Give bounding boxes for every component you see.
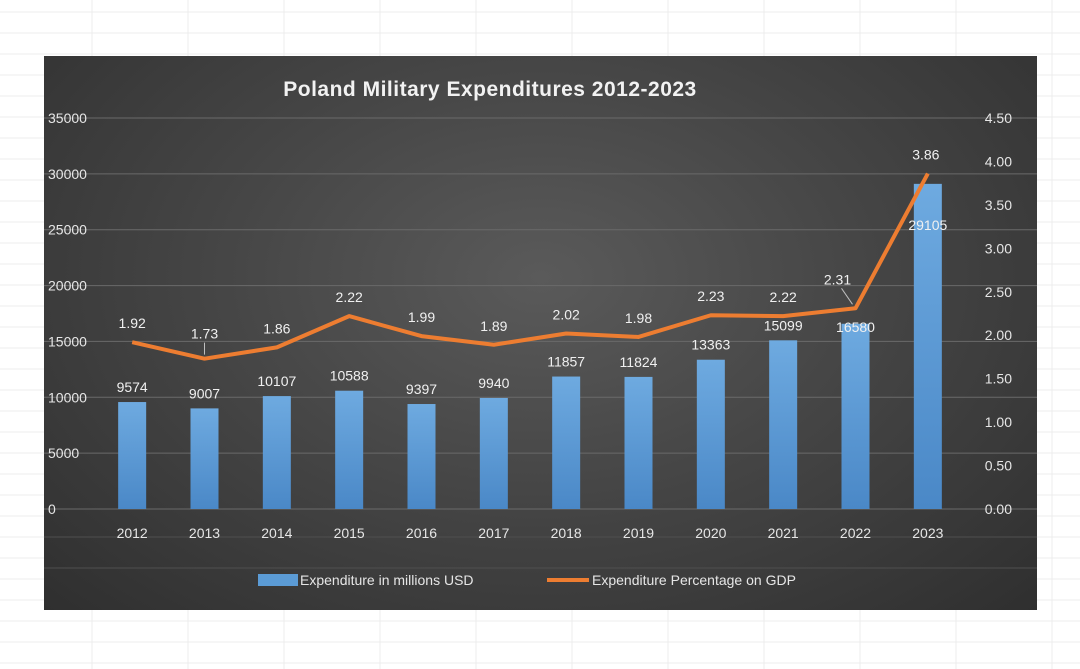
bar-series	[118, 183, 942, 509]
line-data-label: 1.86	[263, 320, 290, 336]
bar[interactable]	[190, 408, 219, 509]
bar[interactable]	[335, 390, 364, 509]
line-data-label: 2.02	[553, 306, 580, 322]
bar-data-label: 15099	[764, 317, 803, 333]
line-data-label: 1.89	[480, 318, 507, 334]
legend-bar-swatch	[258, 574, 298, 586]
right-tick-label: 0.50	[985, 458, 1012, 474]
bar-data-label: 9397	[406, 381, 437, 397]
bar[interactable]	[552, 376, 581, 509]
right-tick-label: 4.00	[985, 153, 1012, 169]
x-tick-label: 2022	[840, 525, 871, 541]
right-tick-label: 0.00	[985, 501, 1012, 517]
bar-data-label: 9574	[117, 379, 148, 395]
bar[interactable]	[624, 376, 653, 509]
line-labels: 1.92 1.73 1.86 2.22 1.99 1.89 2.02 1.98 2.23 2.22…	[119, 147, 940, 355]
left-tick-label: 15000	[48, 333, 87, 349]
left-tick-label: 0	[48, 501, 56, 517]
chart-title: Poland Military Expenditures 2012-2023	[283, 78, 697, 101]
bar[interactable]	[479, 397, 508, 509]
line-data-label: 1.98	[625, 310, 652, 326]
x-tick-label: 2023	[912, 525, 943, 541]
legend: Expenditure in millions USD Expenditure P…	[258, 572, 796, 588]
left-tick-label: 30000	[48, 166, 87, 182]
right-tick-label: 3.00	[985, 240, 1012, 256]
right-tick-label: 4.50	[985, 110, 1012, 126]
right-tick-label: 3.50	[985, 197, 1012, 213]
combo-chart: Poland Military Expenditures 2012-2023 0…	[44, 78, 1037, 588]
bar-labels: 9574 9007 10107 10588 9397 9940 11857 11824 1336…	[117, 217, 948, 402]
chart-panel[interactable]: Poland Military Expenditures 2012-2023 0…	[44, 56, 1037, 610]
x-axis-ticks: 2012 2013 2014 2015 2016 2017 2018 2019 2020 2021…	[117, 525, 944, 541]
bar-data-label: 13363	[691, 337, 730, 353]
label-leader-line	[841, 288, 853, 305]
left-tick-label: 35000	[48, 110, 87, 126]
right-axis-ticks: 0.00 0.50 1.00 1.50 2.00 2.50 3.00 3.50 4.00 4.50	[985, 110, 1012, 517]
left-tick-label: 20000	[48, 278, 87, 294]
bar[interactable]	[118, 402, 147, 509]
bar[interactable]	[262, 396, 291, 509]
line-data-label: 2.22	[336, 289, 363, 305]
right-tick-label: 2.50	[985, 284, 1012, 300]
legend-bar-label[interactable]: Expenditure in millions USD	[300, 572, 474, 588]
x-tick-label: 2020	[695, 525, 726, 541]
line-data-label: 1.99	[408, 309, 435, 325]
bar-data-label: 10107	[257, 373, 296, 389]
x-tick-label: 2012	[117, 525, 148, 541]
line-data-label: 2.31	[824, 271, 851, 287]
line-data-label: 2.22	[770, 289, 797, 305]
bar[interactable]	[407, 404, 436, 509]
left-axis-ticks: 0 5000 10000 15000 20000 25000 30000 35000	[48, 110, 87, 517]
bar-data-label: 11824	[620, 354, 658, 370]
bar[interactable]	[913, 183, 942, 509]
bar-data-label: 29105	[908, 217, 947, 233]
x-tick-label: 2017	[478, 525, 509, 541]
x-tick-label: 2015	[334, 525, 365, 541]
left-tick-label: 10000	[48, 389, 87, 405]
x-tick-label: 2019	[623, 525, 654, 541]
line-data-label: 1.92	[119, 315, 146, 331]
right-tick-label: 1.00	[985, 414, 1012, 430]
bar-data-label: 11857	[547, 354, 585, 370]
bar[interactable]	[841, 323, 870, 509]
gridlines	[44, 117, 1037, 569]
right-tick-label: 2.00	[985, 327, 1012, 343]
bar-data-label: 9007	[189, 385, 220, 401]
x-tick-label: 2016	[406, 525, 437, 541]
line-data-label: 3.86	[912, 147, 939, 163]
x-tick-label: 2018	[551, 525, 582, 541]
x-tick-label: 2021	[768, 525, 799, 541]
x-tick-label: 2014	[261, 525, 292, 541]
bar[interactable]	[769, 340, 798, 509]
line-data-label: 2.23	[697, 288, 724, 304]
bar-data-label: 10588	[330, 368, 369, 384]
left-tick-label: 5000	[48, 445, 79, 461]
left-tick-label: 25000	[48, 222, 87, 238]
legend-line-label[interactable]: Expenditure Percentage on GDP	[592, 572, 796, 588]
line-series[interactable]	[131, 172, 930, 361]
right-tick-label: 1.50	[985, 371, 1012, 387]
x-tick-label: 2013	[189, 525, 220, 541]
bar[interactable]	[696, 359, 725, 509]
bar-data-label: 16580	[836, 319, 875, 335]
line-data-label: 1.73	[191, 326, 218, 342]
bar-data-label: 9940	[478, 375, 509, 391]
